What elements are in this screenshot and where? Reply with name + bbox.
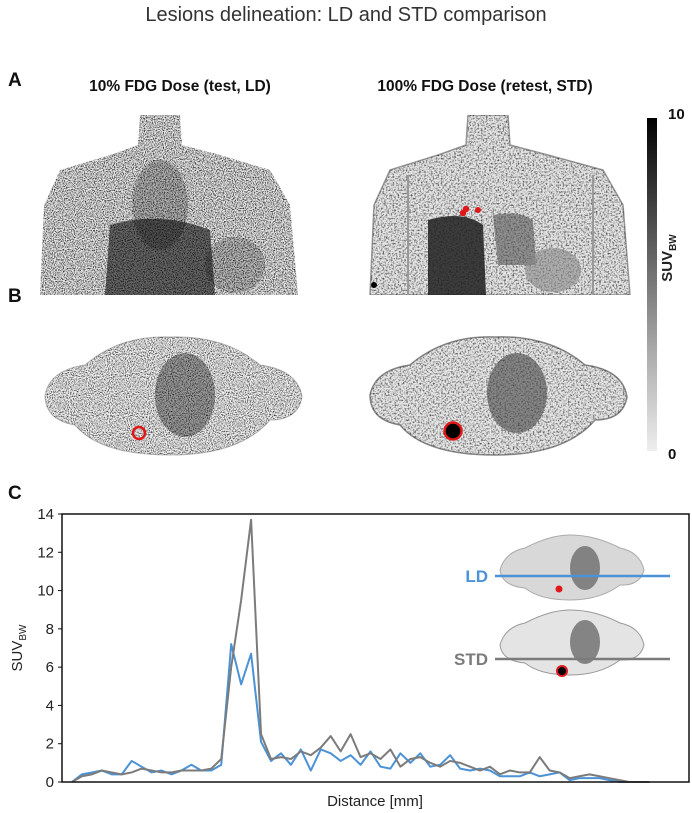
- profile-inset: [499, 534, 645, 677]
- y-tick-label: 8: [46, 621, 54, 638]
- x-axis-label: Distance [mm]: [327, 793, 423, 810]
- panel-c-label: C: [8, 483, 22, 504]
- colorbar-unit-label: SUVBW: [648, 213, 688, 303]
- legend-label-ld: LD: [465, 567, 488, 586]
- colorbar-max-label: 10: [668, 106, 685, 123]
- y-axis-label-main: SUV: [9, 641, 26, 672]
- y-tick-label: 0: [46, 774, 54, 791]
- y-axis-label: SUVBW: [9, 624, 29, 672]
- y-tick-label: 4: [46, 697, 54, 714]
- panel-a-label: A: [8, 70, 22, 91]
- plot-frame: [61, 513, 690, 783]
- axial-ld-pet-image: [40, 325, 305, 460]
- suv-profile-chart: 0 2 4 6 8 10 12 14 SUVBW Distance [mm] LD STD: [9, 506, 690, 810]
- y-tick-label: 12: [37, 544, 54, 561]
- colorbar: [647, 118, 657, 451]
- inset-legend: LD STD: [454, 567, 670, 669]
- panel-b-label: B: [8, 286, 22, 307]
- axial-std-pet-image: [365, 325, 630, 460]
- series-line-std: [71, 518, 650, 783]
- y-tick-label: 14: [37, 506, 54, 523]
- std-column-title: 100% FDG Dose (retest, STD): [377, 78, 593, 95]
- series-lines: [71, 518, 650, 783]
- colorbar-unit-main: SUV: [659, 250, 676, 282]
- y-axis-ticks: 0 2 4 6 8 10 12 14: [37, 506, 62, 791]
- colorbar-min-label: 0: [668, 446, 677, 463]
- coronal-ld-pet-image: [40, 115, 305, 295]
- figure-title: Lesions delineation: LD and STD comparis…: [145, 4, 547, 26]
- legend-label-std: STD: [454, 650, 488, 669]
- coronal-std-pet-image: [368, 115, 633, 295]
- y-tick-label: 2: [46, 736, 54, 753]
- ld-column-title: 10% FDG Dose (test, LD): [89, 78, 271, 95]
- y-tick-label: 10: [37, 583, 54, 600]
- y-tick-label: 6: [46, 659, 54, 676]
- y-axis-label-sub: BW: [18, 624, 29, 641]
- colorbar-unit-sub: BW: [668, 234, 679, 251]
